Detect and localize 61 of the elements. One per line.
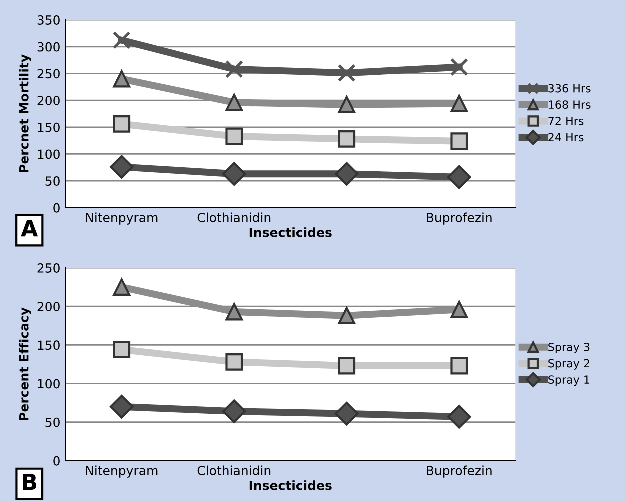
y-tick-label: 50: [46, 176, 60, 186]
point: [338, 357, 356, 375]
x-axis-title: Insecticides: [250, 228, 332, 238]
x-tick-label: Buprofezin: [427, 212, 492, 225]
point: [450, 301, 468, 318]
y-tick-label: 200: [38, 96, 60, 106]
y-tick-label: 250: [38, 69, 60, 79]
point: [448, 405, 472, 429]
text: A: [21, 220, 38, 237]
point: [226, 303, 244, 321]
x-tick-label: Clothianidin: [198, 466, 271, 476]
legend-label: Spray 3: [548, 342, 590, 354]
point: [450, 357, 468, 375]
point: [338, 96, 356, 114]
point: [338, 130, 356, 148]
point: [450, 58, 468, 76]
y-tick-label: 0: [54, 203, 60, 213]
y-tick-label: 150: [38, 340, 60, 350]
text: B: [23, 474, 37, 490]
y-tick-label: 200: [38, 302, 60, 312]
point: [113, 341, 131, 358]
point: [226, 353, 244, 371]
point: [450, 95, 468, 112]
y-tick-label: 100: [38, 150, 60, 160]
point: [112, 31, 131, 50]
legend-label: Spray 2: [548, 359, 590, 370]
x-tick-label: Nitenpyram: [86, 466, 158, 478]
legend-label: 168 Hrs: [549, 100, 591, 110]
point: [338, 307, 356, 325]
x-tick-label: Clothianidin: [198, 212, 271, 222]
point: [113, 278, 131, 296]
y-tick-label: 250: [38, 264, 60, 273]
point: [338, 64, 356, 82]
y-tick-label: 0: [54, 456, 60, 466]
x-axis-title: Insecticides: [250, 480, 332, 490]
point: [222, 400, 246, 424]
legend-label: 72 Hrs: [548, 116, 584, 126]
point: [110, 395, 134, 419]
legend-label: 24 Hrs: [548, 133, 584, 142]
y-tick-label: 300: [38, 42, 60, 52]
point: [335, 162, 359, 186]
y-tick-label: 100: [38, 379, 60, 389]
point: [110, 155, 134, 179]
y-tick-label: 150: [38, 122, 60, 132]
x-tick-label: Buprofezin: [427, 466, 492, 478]
point: [450, 132, 468, 150]
point: [448, 165, 472, 190]
point: [113, 70, 131, 88]
y-axis-title: Percent Efficacy: [19, 308, 32, 420]
legend-label: 336 Hrs: [548, 84, 591, 93]
legend-label: Spray 1: [548, 376, 590, 386]
point: [335, 402, 359, 426]
y-axis-title: Percnet Mortility: [19, 54, 32, 172]
point: [222, 162, 246, 186]
point: [225, 60, 244, 78]
y-tick-label: 50: [46, 418, 60, 428]
x-tick-label: Nitenpyram: [86, 212, 158, 225]
point: [113, 115, 131, 133]
point: [226, 128, 244, 146]
point: [226, 94, 244, 112]
y-tick-label: 350: [38, 16, 60, 25]
